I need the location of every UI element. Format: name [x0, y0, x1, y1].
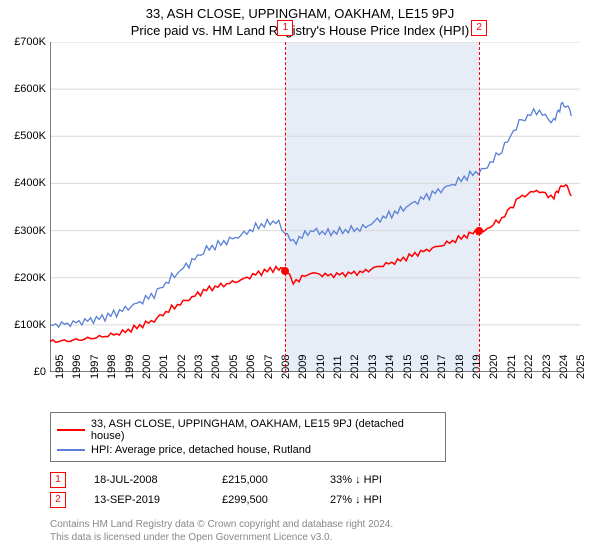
sales-price: £215,000: [222, 474, 302, 486]
x-tick-label: 1998: [106, 355, 118, 379]
x-tick-label: 2004: [210, 355, 222, 379]
x-tick-label: 1997: [89, 355, 101, 379]
x-tick-label: 2015: [402, 355, 414, 379]
chart-container: 33, ASH CLOSE, UPPINGHAM, OAKHAM, LE15 9…: [0, 0, 600, 560]
sale-marker-box: 1: [277, 20, 293, 36]
x-tick-label: 2023: [541, 355, 553, 379]
sales-table: 1 18-JUL-2008 £215,000 33% ↓ HPI 2 13-SEP-201…: [50, 470, 600, 510]
x-tick-label: 1995: [54, 355, 66, 379]
x-tick-label: 2025: [575, 355, 587, 379]
y-tick-label: £600K: [14, 83, 46, 95]
sales-delta: 33% ↓ HPI: [330, 474, 382, 486]
sales-price: £299,500: [222, 494, 302, 506]
x-tick-label: 2011: [332, 355, 344, 379]
y-tick-label: £500K: [14, 130, 46, 142]
x-tick-label: 2017: [436, 355, 448, 379]
sale-dot: [281, 267, 289, 275]
x-tick-label: 2022: [523, 355, 535, 379]
x-tick-label: 2018: [454, 355, 466, 379]
sales-date: 18-JUL-2008: [94, 474, 194, 486]
x-tick-label: 2001: [158, 355, 170, 379]
y-tick-label: £0: [34, 366, 46, 378]
x-tick-label: 2020: [488, 355, 500, 379]
x-tick-label: 2006: [245, 355, 257, 379]
y-tick-label: £300K: [14, 225, 46, 237]
sale-vline: [285, 42, 286, 372]
x-tick-label: 2005: [228, 355, 240, 379]
sales-marker-icon: 1: [50, 472, 66, 488]
sales-date: 13-SEP-2019: [94, 494, 194, 506]
sale-dot: [475, 227, 483, 235]
x-tick-label: 2007: [263, 355, 275, 379]
legend-label: HPI: Average price, detached house, Rutl…: [91, 444, 311, 456]
x-tick-label: 2012: [349, 355, 361, 379]
legend-row: 33, ASH CLOSE, UPPINGHAM, OAKHAM, LE15 9…: [57, 417, 439, 443]
footer-line1: Contains HM Land Registry data © Crown c…: [50, 518, 600, 531]
y-tick-label: £400K: [14, 177, 46, 189]
x-tick-label: 2010: [315, 355, 327, 379]
x-tick-label: 2013: [367, 355, 379, 379]
legend-swatch: [57, 429, 85, 431]
x-tick-label: 2000: [141, 355, 153, 379]
x-tick-label: 2021: [506, 355, 518, 379]
legend-label: 33, ASH CLOSE, UPPINGHAM, OAKHAM, LE15 9…: [91, 418, 439, 442]
x-tick-label: 2003: [193, 355, 205, 379]
footer: Contains HM Land Registry data © Crown c…: [50, 518, 600, 544]
sales-row: 1 18-JUL-2008 £215,000 33% ↓ HPI: [50, 470, 600, 490]
legend-row: HPI: Average price, detached house, Rutl…: [57, 443, 439, 457]
sales-delta: 27% ↓ HPI: [330, 494, 382, 506]
title-address: 33, ASH CLOSE, UPPINGHAM, OAKHAM, LE15 9…: [0, 0, 600, 21]
x-tick-label: 1999: [124, 355, 136, 379]
y-tick-label: £100K: [14, 319, 46, 331]
footer-line2: This data is licensed under the Open Gov…: [50, 531, 600, 544]
sale-marker-box: 2: [471, 20, 487, 36]
x-tick-label: 2019: [471, 355, 483, 379]
x-tick-label: 2009: [297, 355, 309, 379]
chart: £0£100K£200K£300K£400K£500K£600K£700K 19…: [50, 42, 580, 372]
plot-svg: [50, 42, 580, 372]
title-subtitle: Price paid vs. HM Land Registry's House …: [0, 21, 600, 42]
x-tick-label: 2002: [176, 355, 188, 379]
y-tick-label: £200K: [14, 272, 46, 284]
legend: 33, ASH CLOSE, UPPINGHAM, OAKHAM, LE15 9…: [50, 412, 446, 462]
sale-vline: [479, 42, 480, 372]
sales-marker-icon: 2: [50, 492, 66, 508]
legend-swatch: [57, 449, 85, 451]
x-tick-label: 2016: [419, 355, 431, 379]
x-tick-label: 2024: [558, 355, 570, 379]
x-tick-label: 1996: [71, 355, 83, 379]
sales-row: 2 13-SEP-2019 £299,500 27% ↓ HPI: [50, 490, 600, 510]
x-tick-label: 2014: [384, 355, 396, 379]
y-tick-label: £700K: [14, 36, 46, 48]
